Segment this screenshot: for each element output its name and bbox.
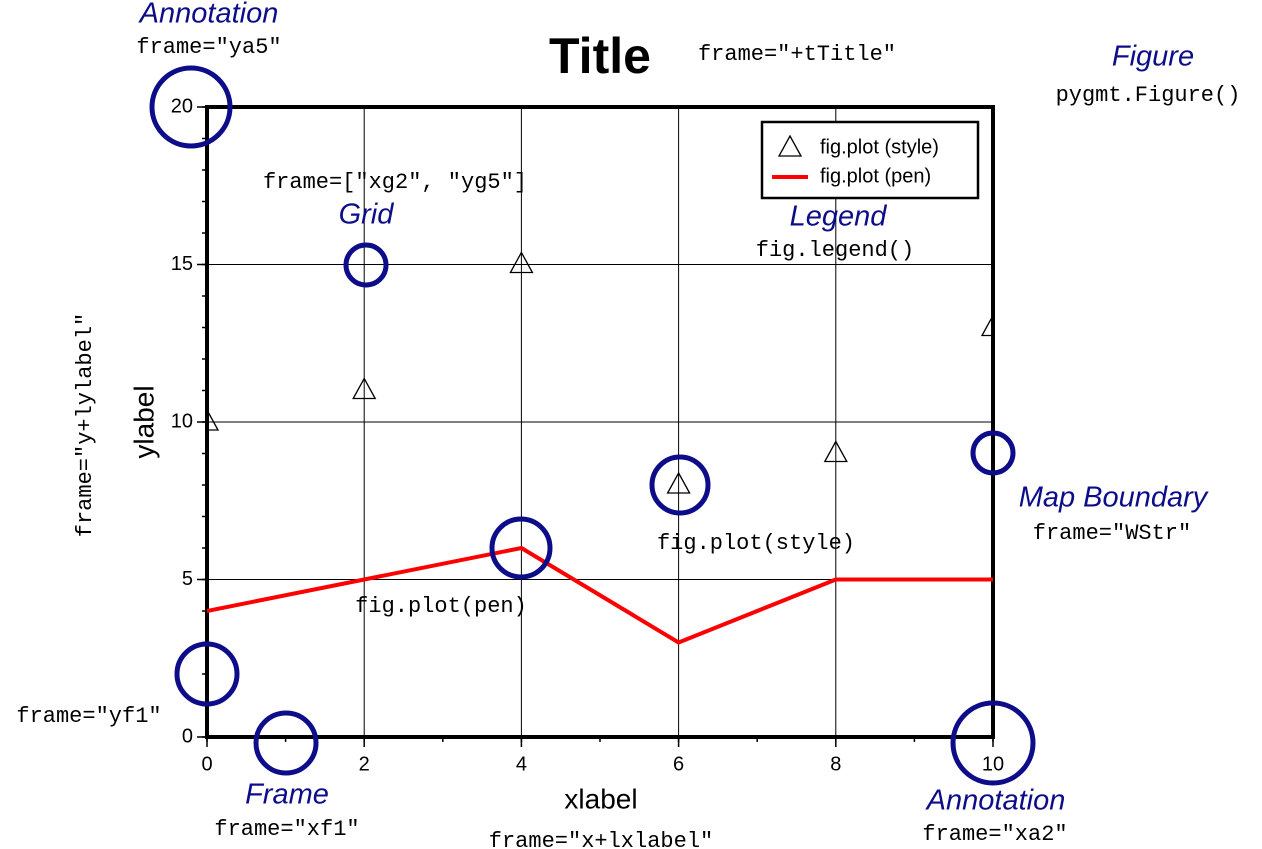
annotation-code: frame="yf1" <box>16 704 161 729</box>
chart-title: Title <box>549 28 651 84</box>
annotation-label: Frame <box>245 779 329 811</box>
line <box>207 545 993 645</box>
annotation-code: frame="+tTitle" <box>698 42 896 67</box>
highlight-circle <box>950 700 1036 786</box>
x-tick-label: 0 <box>201 753 212 775</box>
legend-box <box>760 120 980 200</box>
annotation-code: fig.legend() <box>756 238 914 263</box>
annotation-code: frame="xa2" <box>922 822 1067 847</box>
highlight-circle <box>174 641 240 707</box>
y-tick-label: 0 <box>182 725 193 747</box>
annotation-code: frame="y+lylabel" <box>73 313 98 537</box>
annotation-code: fig.plot(style) <box>657 531 855 556</box>
highlight-circle <box>649 454 711 516</box>
highlight-circle <box>343 242 389 288</box>
annotation-code: pygmt.Figure() <box>1056 83 1241 108</box>
highlight-circle <box>970 430 1016 476</box>
plot-area <box>207 251 993 645</box>
x-tick-label: 10 <box>982 753 1004 775</box>
map-boundary <box>205 105 995 739</box>
x-tick-label: 2 <box>359 753 370 775</box>
legend-label: fig.plot (style) <box>820 136 939 158</box>
annotation-label: Grid <box>339 199 395 231</box>
annotation-label: Legend <box>790 201 888 233</box>
y-tick-label: 5 <box>182 568 193 590</box>
y-axis-label: ylabel <box>128 385 159 458</box>
y-tick-label: 15 <box>171 253 193 275</box>
annotation-code: fig.plot(pen) <box>355 594 527 619</box>
x-axis-label: xlabel <box>564 783 637 814</box>
annotation-label: Annotation <box>138 0 279 30</box>
annotation-code: frame=["xg2", "yg5"] <box>263 170 527 195</box>
triangle-marker <box>352 377 377 400</box>
legend-label: fig.plot (pen) <box>820 165 931 187</box>
highlight-circle <box>489 516 553 580</box>
triangle-marker <box>207 408 220 431</box>
triangle-marker <box>509 251 534 274</box>
triangle-marker <box>980 314 993 337</box>
annotation-label: Annotation <box>925 785 1066 817</box>
annotation-code: frame="WStr" <box>1033 521 1191 546</box>
triangle-marker <box>823 440 848 463</box>
y-tick-label: 10 <box>171 410 193 432</box>
annotation-code: frame="ya5" <box>136 35 281 60</box>
annotation-label: Figure <box>1112 41 1194 73</box>
annotation-code: frame="xf1" <box>214 817 359 842</box>
triangle-marker <box>666 471 691 494</box>
annotation-code: frame="x+lxlabel" <box>489 829 713 849</box>
x-tick-label: 6 <box>673 753 684 775</box>
x-tick-label: 8 <box>830 753 841 775</box>
highlight-circle <box>253 710 319 776</box>
legend-marker <box>777 134 803 157</box>
highlight-circle <box>149 65 233 149</box>
x-tick-label: 4 <box>516 753 527 775</box>
y-tick-label: 20 <box>171 95 193 117</box>
annotation-label: Map Boundary <box>1019 482 1209 514</box>
